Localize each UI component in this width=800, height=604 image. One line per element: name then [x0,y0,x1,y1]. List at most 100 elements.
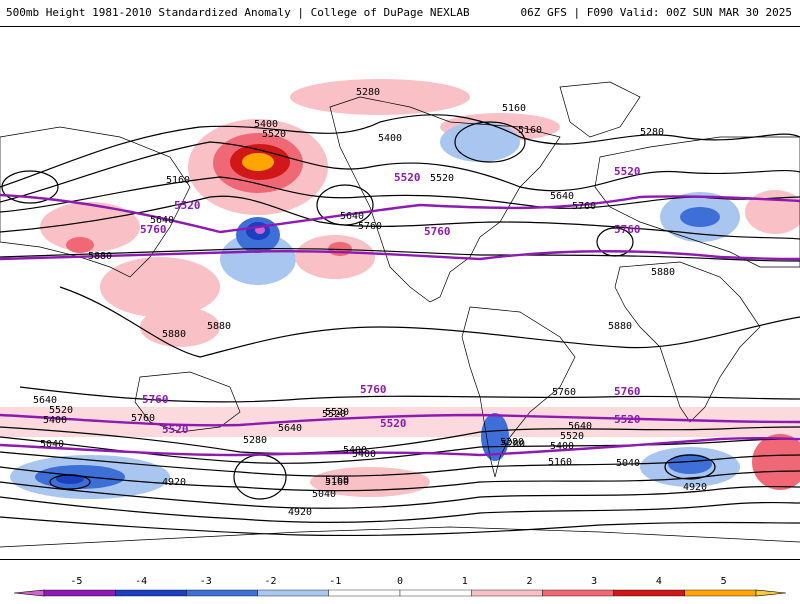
contour-closed-low-sh-east [664,454,716,480]
colorbar-swatch [186,589,258,597]
colorbar-tick-label: -4 [135,576,147,587]
contour-label: 5040 [616,458,640,469]
contour-label: 5520 [430,173,454,184]
contour-5280-north [0,114,800,188]
contour-label: 5160 [325,477,349,488]
anomaly-positive-asia-3 [100,257,220,317]
anomaly-negative-sh-west-peak [56,474,84,484]
colorbar-swatch [471,589,543,597]
contour-closed-low-canada [454,121,526,163]
contour-5040-south [0,496,800,523]
contour-label: 5520 [322,409,346,420]
colorbar-tick-label: -5 [70,576,82,587]
contour-label: 5760 [131,413,155,424]
colorbar-swatch [114,589,187,597]
colorbar-arrow-right [755,589,787,597]
contour-label: 5640 [278,423,302,434]
purple-5760-north [0,249,800,261]
contour-5640-north [0,195,800,240]
africa-outline [614,261,761,423]
contour-closed-low-pac [316,184,374,226]
purple-label: 5760 [140,223,167,236]
contour-label: 5160 [502,103,526,114]
contour-label: 4920 [162,477,186,488]
purple-contours [0,193,800,457]
colorbar-swatch [328,589,401,597]
contour-label: 5400 [254,119,278,130]
contour-label: 5640 [33,395,57,406]
contour-label: 5760 [358,221,382,232]
contour-label: 5640 [340,211,364,222]
anomaly-negative-pac-outer [220,233,296,285]
colorbar-tick-label: 4 [656,576,662,587]
contour-label: 5400 [378,133,402,144]
contour-label: 5160 [518,125,542,136]
contour-closed-low-sh-west [49,474,91,490]
anomaly-positive-npac-peak [242,153,274,171]
purple-label: 5520 [380,417,407,430]
anomaly-shading [0,79,800,499]
colorbar-tick-label: 1 [462,576,468,587]
purple-label: 5760 [142,393,169,406]
valid-time-label: 06Z GFS | F090 Valid: 00Z SUN MAR 30 202… [520,6,792,19]
contour-label: 5280 [243,435,267,446]
colorbar-swatch [613,589,685,597]
contour-label: 5880 [162,329,186,340]
contour-label: 5160 [325,475,349,486]
colorbar-swatch [399,589,472,597]
anomaly-positive-arctic [290,79,470,115]
contour-label: 5160 [548,457,572,468]
contour-label: 5040 [312,489,336,500]
purple-contour-labels: 5520 5760 5520 5760 5760 5520 5760 5760 … [140,165,641,436]
antarctica-outline [0,526,800,548]
contour-label: 5640 [550,191,574,202]
anomaly-positive-asia [40,202,140,252]
purple-label: 5520 [174,199,201,212]
anomaly-positive-asia-core [66,237,94,253]
colorbar-swatch [684,589,757,597]
anomaly-negative-samerica [481,413,509,461]
contour-label: 4920 [683,482,707,493]
purple-label: 5760 [424,225,451,238]
anomaly-map: 5280 5160 5160 5280 5400 5520 5400 5520 … [0,26,800,560]
chart-title: 500mb Height 1981-2010 Standardized Anom… [6,6,470,19]
purple-5520-north [0,193,800,234]
contour-label: 5520 [262,129,286,140]
contour-closed-low-sh-pac [233,454,287,500]
contour-label: 5400 [43,415,67,426]
contour-label: 5400 [550,441,574,452]
contour-label: 5040 [40,439,64,450]
anomaly-positive-cpac [295,235,375,279]
contour-5760-north [0,247,800,262]
purple-label: 5520 [614,165,641,178]
contour-5160-south [0,481,800,509]
colorbar-swatch [43,589,116,597]
colorbar: -5 -4 -3 -2 -1 0 1 2 3 4 5 [0,570,800,600]
contour-label: 5760 [552,387,576,398]
contour-label: 5640 [568,421,592,432]
colorbar-tick-label: -2 [265,576,277,587]
contour-4920-south [0,516,800,537]
contour-5280-south [0,466,800,492]
purple-label: 5760 [614,223,641,236]
colorbar-tick-label: 5 [721,576,727,587]
australia-outline [134,371,241,433]
anomaly-negative-canada [440,122,520,162]
contour-label: 5880 [207,321,231,332]
colorbar-svg: -5 -4 -3 -2 -1 0 1 2 3 4 5 [13,576,787,597]
contour-closed-low-asia [1,170,59,204]
contour-label: 5880 [608,321,632,332]
contour-5400-north [0,141,800,203]
eurasia-outline [594,136,800,268]
contour-label: 5520 [560,431,584,442]
contour-label: 5880 [88,251,112,262]
contour-5400-south [0,451,800,477]
purple-label: 5520 [394,171,421,184]
continent-outlines [0,81,800,548]
colorbar-tick-label: 3 [591,576,597,587]
contour-label: 5280 [501,439,525,450]
contour-label: 5280 [640,127,664,138]
contour-label: 5280 [356,87,380,98]
purple-5760-south [0,413,800,427]
greenland-outline [559,81,641,138]
